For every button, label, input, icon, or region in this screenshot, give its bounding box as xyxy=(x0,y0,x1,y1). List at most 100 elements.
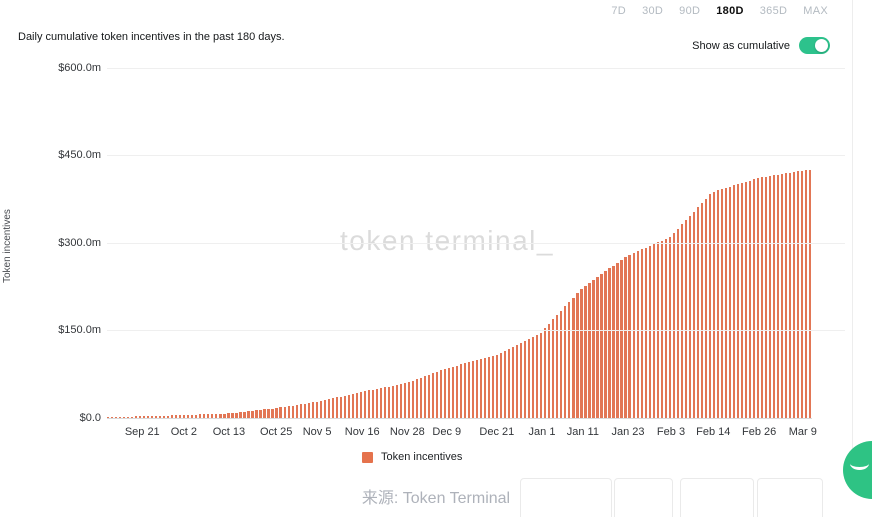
bar[interactable] xyxy=(588,283,591,418)
bar[interactable] xyxy=(303,403,306,418)
bar[interactable] xyxy=(383,387,386,418)
bar[interactable] xyxy=(163,415,166,418)
bar[interactable] xyxy=(632,252,635,418)
bar[interactable] xyxy=(251,410,254,418)
bar[interactable] xyxy=(207,414,210,418)
bar[interactable] xyxy=(143,416,146,418)
bar[interactable] xyxy=(528,338,531,418)
bar[interactable] xyxy=(131,416,134,418)
bar[interactable] xyxy=(512,346,515,418)
bar[interactable] xyxy=(616,262,619,418)
bar[interactable] xyxy=(612,265,615,418)
bar[interactable] xyxy=(472,361,475,418)
bar[interactable] xyxy=(580,289,583,418)
bar[interactable] xyxy=(704,198,707,418)
bar[interactable] xyxy=(652,244,655,418)
bar[interactable] xyxy=(516,344,519,418)
bar[interactable] xyxy=(263,409,266,418)
bar[interactable] xyxy=(712,191,715,418)
bar[interactable] xyxy=(688,215,691,418)
bar[interactable] xyxy=(451,366,455,418)
bar[interactable] xyxy=(127,416,130,418)
bar[interactable] xyxy=(792,171,796,418)
bar[interactable] xyxy=(596,277,599,418)
bar[interactable] xyxy=(748,180,752,418)
bar[interactable] xyxy=(147,416,150,418)
bar[interactable] xyxy=(327,399,330,418)
bar[interactable] xyxy=(407,382,411,418)
bar[interactable] xyxy=(403,383,407,418)
bar[interactable] xyxy=(223,413,226,418)
bar[interactable] xyxy=(540,332,543,418)
bar[interactable] xyxy=(319,400,322,418)
bar[interactable] xyxy=(443,368,447,418)
truncated-control-3[interactable] xyxy=(680,478,754,517)
cumulative-toggle[interactable] xyxy=(799,37,830,54)
bar[interactable] xyxy=(351,393,354,418)
bar[interactable] xyxy=(680,224,683,418)
bar[interactable] xyxy=(732,185,735,418)
bar[interactable] xyxy=(544,328,547,418)
bar[interactable] xyxy=(391,385,394,418)
bar[interactable] xyxy=(239,412,242,418)
bar[interactable] xyxy=(279,407,282,418)
bar[interactable] xyxy=(231,413,234,418)
bar[interactable] xyxy=(283,406,286,418)
bar[interactable] xyxy=(447,367,451,418)
bar[interactable] xyxy=(175,415,178,418)
bar[interactable] xyxy=(191,414,194,418)
bar[interactable] xyxy=(275,408,278,418)
bar[interactable] xyxy=(171,415,174,418)
bar[interactable] xyxy=(323,400,326,418)
bar[interactable] xyxy=(788,172,792,418)
bar[interactable] xyxy=(720,189,723,418)
bar[interactable] xyxy=(624,256,627,418)
bar[interactable] xyxy=(203,414,206,418)
bar[interactable] xyxy=(195,414,198,418)
bar[interactable] xyxy=(343,395,346,418)
bar[interactable] xyxy=(167,415,170,418)
bar[interactable] xyxy=(796,171,800,418)
bar[interactable] xyxy=(568,301,571,418)
bar[interactable] xyxy=(488,356,491,418)
bar[interactable] xyxy=(259,409,262,418)
bar[interactable] xyxy=(572,297,575,418)
bar[interactable] xyxy=(455,365,459,418)
bar[interactable] xyxy=(367,390,370,418)
bar[interactable] xyxy=(644,247,647,418)
bar[interactable] xyxy=(295,404,298,418)
bar[interactable] xyxy=(640,249,643,418)
bar[interactable] xyxy=(500,352,503,418)
bar[interactable] xyxy=(700,202,703,418)
bar[interactable] xyxy=(804,170,808,418)
bar[interactable] xyxy=(339,396,342,418)
bar[interactable] xyxy=(199,414,202,418)
bar[interactable] xyxy=(556,314,559,418)
bar[interactable] xyxy=(423,376,427,418)
truncated-control-2[interactable] xyxy=(614,478,673,517)
bar[interactable] xyxy=(560,310,563,418)
bar[interactable] xyxy=(379,388,382,418)
bar[interactable] xyxy=(187,414,190,418)
bar[interactable] xyxy=(359,392,362,418)
bar[interactable] xyxy=(608,268,611,418)
bar[interactable] xyxy=(139,416,142,418)
bar[interactable] xyxy=(399,384,403,418)
bar[interactable] xyxy=(752,179,756,418)
bar[interactable] xyxy=(604,271,607,418)
bar[interactable] xyxy=(708,194,711,418)
bar[interactable] xyxy=(464,363,467,418)
bar[interactable] xyxy=(492,355,495,418)
bar[interactable] xyxy=(524,340,527,418)
bar[interactable] xyxy=(620,259,623,418)
bar[interactable] xyxy=(480,359,483,418)
bar[interactable] xyxy=(431,373,435,418)
bar[interactable] xyxy=(159,415,162,418)
bar[interactable] xyxy=(484,358,487,418)
bar[interactable] xyxy=(151,416,154,418)
bar[interactable] xyxy=(347,394,350,418)
bar[interactable] xyxy=(716,190,719,418)
bar[interactable] xyxy=(375,388,378,418)
bar[interactable] xyxy=(564,306,567,418)
bar[interactable] xyxy=(536,334,539,418)
